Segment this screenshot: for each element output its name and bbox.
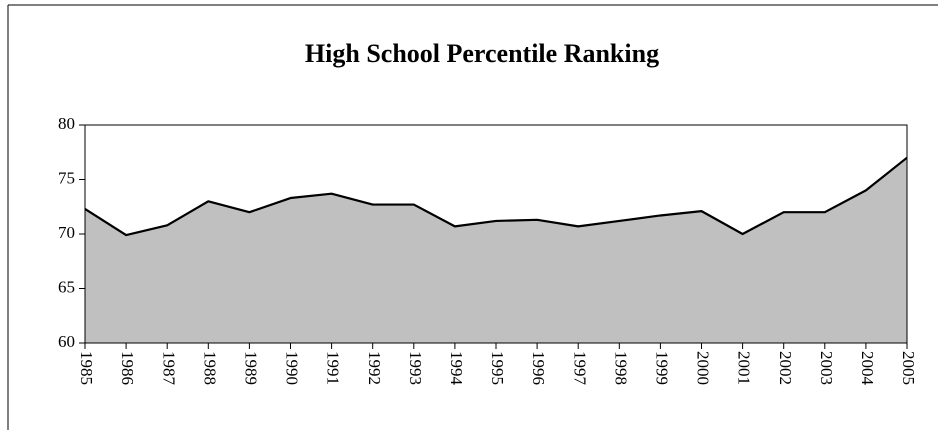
x-tick-label: 2002 — [776, 351, 795, 385]
x-tick-label: 1986 — [118, 351, 137, 385]
x-tick-label: 1993 — [406, 351, 425, 385]
x-tick-label: 1988 — [200, 351, 219, 385]
x-tick-label: 1989 — [241, 351, 260, 385]
x-tick-label: 1990 — [283, 351, 302, 385]
x-tick-label: 1999 — [652, 351, 671, 385]
y-tick-label: 80 — [58, 114, 75, 133]
area-line — [84, 156, 908, 237]
x-tick-label: 1996 — [529, 351, 548, 385]
x-tick-label: 2005 — [899, 351, 918, 385]
area-fill — [85, 157, 907, 343]
x-tick-label: 1994 — [447, 351, 466, 386]
x-tick-label: 1998 — [611, 351, 630, 385]
x-tick-label: 1997 — [570, 351, 589, 386]
x-tick-label: 2000 — [694, 351, 713, 385]
y-tick-label: 75 — [58, 168, 75, 187]
x-tick-label: 1985 — [77, 351, 96, 385]
y-tick-label: 70 — [58, 223, 75, 242]
x-tick-label: 2001 — [735, 351, 754, 385]
x-tick-label: 2004 — [858, 351, 877, 386]
chart-title: High School Percentile Ranking — [305, 39, 659, 68]
y-tick-label: 60 — [58, 332, 75, 351]
x-tick-label: 1992 — [365, 351, 384, 385]
x-tick-label: 1991 — [324, 351, 343, 385]
x-tick-label: 2003 — [817, 351, 836, 385]
x-tick-label: 1995 — [488, 351, 507, 385]
y-tick-label: 65 — [58, 277, 75, 296]
x-tick-label: 1987 — [159, 351, 178, 386]
